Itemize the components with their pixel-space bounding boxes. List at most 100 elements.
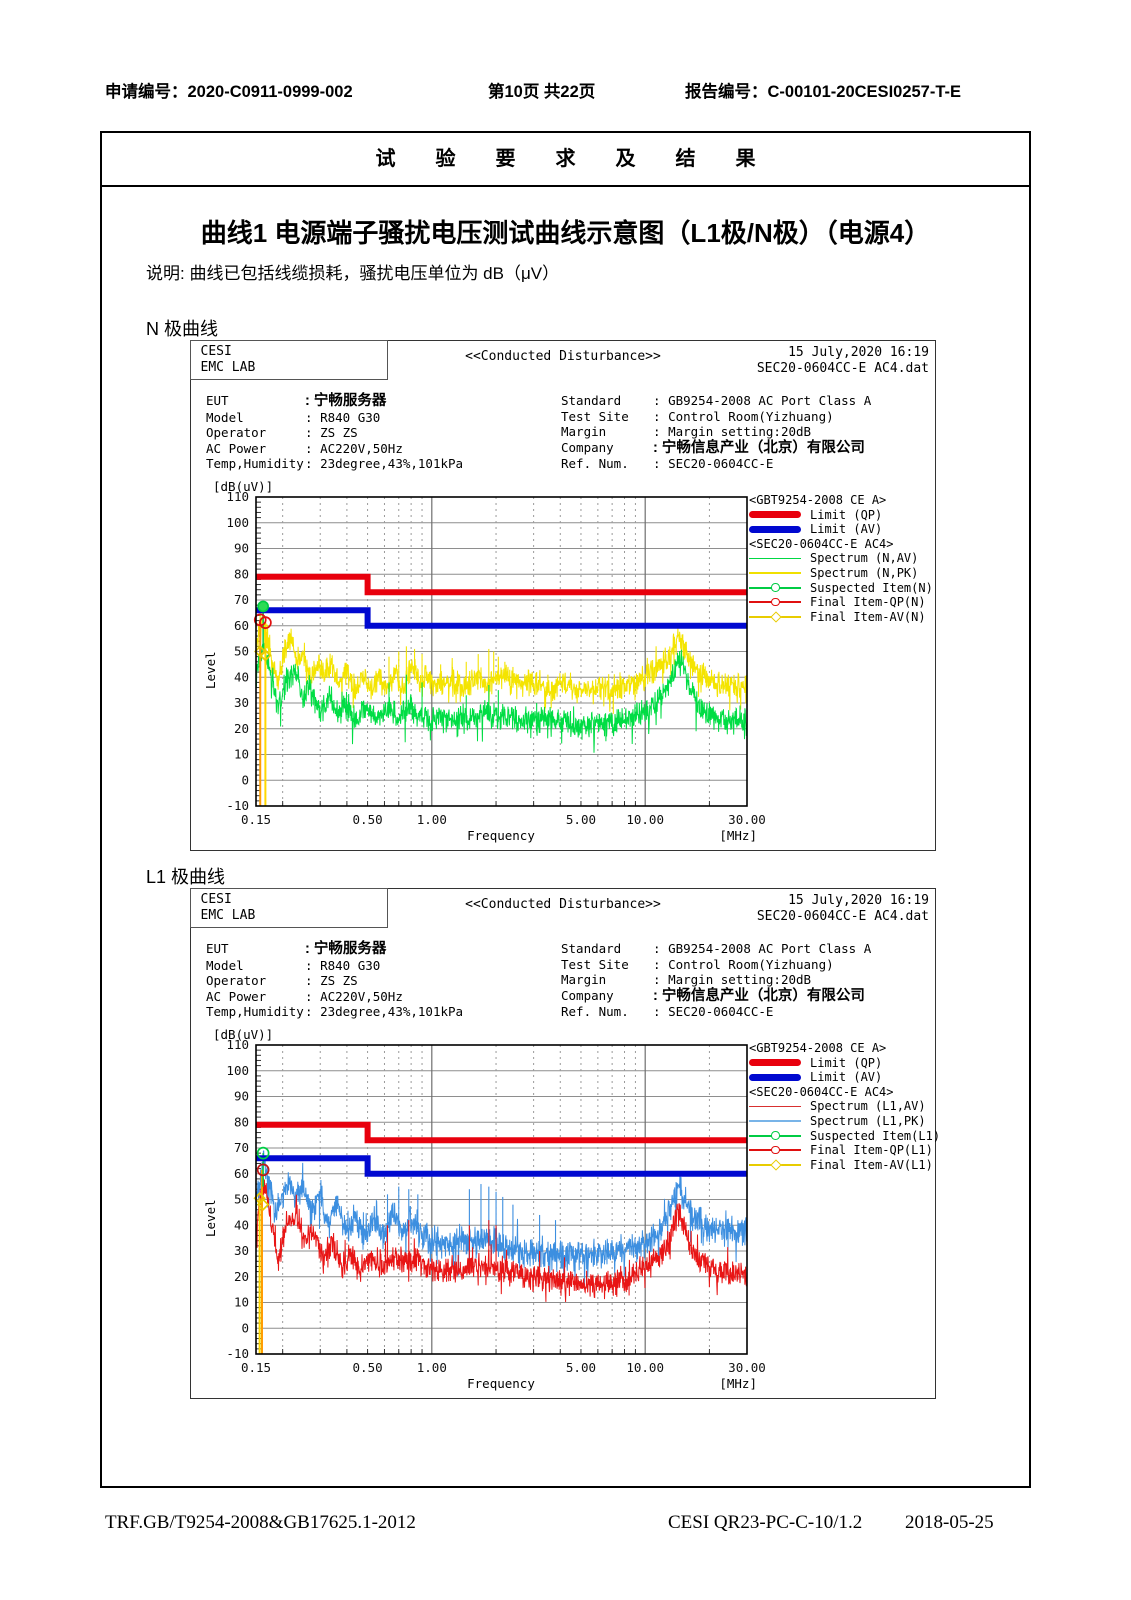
spectrum-chart-l1: -10 0 10 20 30 40 50 60 70 80 90 100 110 0.15 0.50 1.00…	[191, 1029, 935, 1386]
svg-text:50: 50	[234, 1192, 249, 1207]
report-frame: 试验要求及结果 曲线1 电源端子骚扰电压测试曲线示意图（L1极/N极）（电源4）…	[100, 131, 1031, 1488]
spectrum-av-swatch	[749, 553, 805, 565]
lab-box: CESI EMC LAB	[189, 339, 388, 380]
lab-name: CESI	[200, 891, 232, 907]
svg-text:100: 100	[226, 515, 249, 530]
info-row: OperatorZS ZS	[206, 973, 463, 989]
info-row: Company宁畅信息产业（北京）有限公司	[561, 988, 871, 1005]
svg-text:0.50: 0.50	[353, 1360, 383, 1375]
info-row: StandardGB9254-2008 AC Port Class A	[561, 393, 871, 409]
frame-title: 试验要求及结果	[102, 133, 1029, 187]
limit-qp-swatch	[749, 1057, 805, 1069]
spectrum-chart-n: -10 0 10 20 30 40 50 60 70 80 90 100 110 0.15 0.50 1.00…	[191, 481, 935, 838]
svg-text:100: 100	[226, 1063, 249, 1078]
section-label-n: N 极曲线	[146, 319, 218, 339]
svg-text:60: 60	[234, 1166, 249, 1181]
svg-text:80: 80	[234, 566, 249, 581]
spectrum-pk-swatch	[749, 567, 805, 579]
svg-text:10.00: 10.00	[626, 1360, 664, 1375]
svg-text:60: 60	[234, 618, 249, 633]
info-row: ModelR840 G30	[206, 410, 463, 426]
limit-av-swatch	[749, 1071, 805, 1083]
legend-item: Limit (AV)	[749, 522, 935, 537]
eut-info: EUT宁畅服务器 ModelR840 G30 OperatorZS ZS AC …	[206, 941, 463, 1020]
svg-text:90: 90	[234, 1089, 249, 1104]
lab-name: CESI	[200, 343, 232, 359]
y-axis-unit: [dB(uV)]	[213, 479, 274, 494]
x-axis-label: Frequency	[467, 1376, 535, 1391]
svg-text:0.15: 0.15	[241, 812, 271, 827]
chart-panel-l1: CESI EMC LAB <<Conducted Disturbance>> 1…	[189, 887, 940, 1399]
measurement-type: <<Conducted Disturbance>>	[465, 349, 661, 364]
legend-group-title: <GBT9254-2008 CE A>	[749, 1041, 887, 1055]
limit-av-swatch	[749, 523, 805, 535]
svg-text:80: 80	[234, 1114, 249, 1129]
measurement-datafile: SEC20-0604CC-E AC4.dat	[756, 909, 929, 924]
info-row: StandardGB9254-2008 AC Port Class A	[561, 941, 871, 957]
info-row: Test SiteControl Room(Yizhuang)	[561, 409, 871, 425]
svg-text:1.00: 1.00	[417, 812, 447, 827]
svg-text:40: 40	[234, 669, 249, 684]
test-info: StandardGB9254-2008 AC Port Class A Test…	[561, 941, 871, 1020]
info-row: Temp,Humidity23degree,43%,101kPa	[206, 456, 463, 472]
limit-qp-swatch	[749, 509, 805, 521]
svg-text:0.50: 0.50	[353, 812, 383, 827]
legend-group-title: <SEC20-0604CC-E AC4>	[749, 536, 894, 551]
section-label-l1: L1 极曲线	[146, 867, 226, 887]
suspected-item-swatch	[749, 1130, 805, 1142]
svg-text:50: 50	[234, 644, 249, 659]
x-axis-label: Frequency	[467, 828, 535, 843]
svg-text:90: 90	[234, 541, 249, 556]
info-row: Company宁畅信息产业（北京）有限公司	[561, 440, 871, 457]
form-number: CESI QR23-PC-C-10/1.2	[668, 1512, 863, 1533]
spectrum-chart-svg: -10 0 10 20 30 40 50 60 70 80 90 100 110 0.15 0.50 1.00…	[226, 1037, 766, 1375]
y-axis-unit: [dB(uV)]	[213, 1027, 274, 1042]
measurement-meta: 15 July,2020 16:19 SEC20-0604CC-E AC4.da…	[757, 893, 929, 925]
info-row: MarginMargin setting:20dB	[561, 972, 871, 988]
svg-text:30: 30	[234, 1243, 249, 1258]
spectrum-chart-svg: -10 0 10 20 30 40 50 60 70 80 90 100 110 0.15 0.50 1.00…	[226, 489, 766, 827]
lab-dept: EMC LAB	[200, 907, 256, 923]
svg-text:-10: -10	[226, 798, 249, 813]
final-av-swatch	[749, 611, 805, 623]
test-info: StandardGB9254-2008 AC Port Class A Test…	[561, 393, 871, 472]
legend-item: Suspected Item(L1)	[749, 1129, 940, 1144]
curve-title: 曲线1 电源端子骚扰电压测试曲线示意图（L1极/N极）（电源4）	[200, 218, 931, 248]
svg-text:1.00: 1.00	[417, 1360, 447, 1375]
info-row: AC PowerAC220V,50Hz	[206, 441, 463, 457]
svg-text:-10: -10	[226, 1346, 249, 1361]
measurement-datetime: 15 July,2020 16:19	[788, 893, 929, 908]
chart-legend: <GBT9254-2008 CE A> Limit (QP) Limit (AV…	[749, 1041, 940, 1173]
eut-info: EUT宁畅服务器 ModelR840 G30 OperatorZS ZS AC …	[206, 393, 463, 472]
chart-area-n: [dB(uV)] Level -10 0 10 20 30 40 50 60 70 80 90 100…	[191, 479, 935, 850]
measurement-type: <<Conducted Disturbance>>	[465, 897, 661, 912]
legend-item: Spectrum (N,PK)	[749, 566, 935, 581]
lab-dept: EMC LAB	[200, 359, 256, 375]
info-row: EUT宁畅服务器	[206, 393, 463, 410]
suspected-item-swatch	[749, 582, 805, 594]
legend-item: Suspected Item(N)	[749, 581, 935, 596]
info-row: Ref. Num.SEC20-0604CC-E	[561, 456, 871, 472]
legend-item: Spectrum (L1,PK)	[749, 1114, 935, 1129]
measurement-datetime: 15 July,2020 16:19	[788, 345, 929, 360]
legend-item: Limit (QP)	[749, 1056, 935, 1071]
svg-text:0: 0	[241, 772, 249, 787]
svg-text:0.15: 0.15	[241, 1360, 271, 1375]
info-row: Test SiteControl Room(Yizhuang)	[561, 957, 871, 973]
legend-item: Limit (AV)	[749, 1070, 935, 1085]
svg-text:30.00: 30.00	[728, 812, 766, 827]
info-row: ModelR840 G30	[206, 958, 463, 974]
curve-note: 说明: 曲线已包括线缆损耗，骚扰电压单位为 dB（μV）	[146, 264, 560, 283]
legend-item: Spectrum (L1,AV)	[749, 1099, 935, 1114]
y-axis-label: Level	[203, 651, 218, 689]
chart-area-l1: [dB(uV)] Level -10 0 10 20 30 40 50 60 70 80 90 100…	[191, 1027, 940, 1398]
legend-item: Final Item-AV(L1)	[749, 1158, 935, 1173]
svg-text:5.00: 5.00	[566, 812, 596, 827]
report-number: 报告编号：C-00101-20CESI0257-T-E	[685, 83, 962, 101]
y-axis-label: Level	[203, 1199, 218, 1237]
svg-text:30.00: 30.00	[728, 1360, 766, 1375]
svg-text:70: 70	[234, 1140, 249, 1155]
svg-text:10: 10	[234, 747, 249, 762]
measurement-datafile: SEC20-0604CC-E AC4.dat	[756, 361, 929, 376]
